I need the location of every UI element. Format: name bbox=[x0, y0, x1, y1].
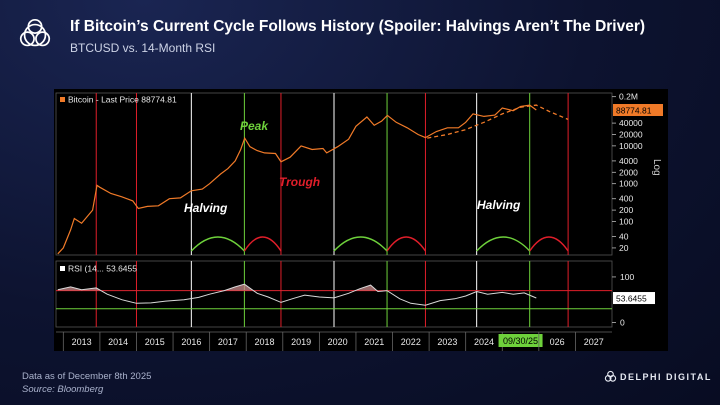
annotation-trough: Trough bbox=[279, 175, 320, 189]
btc-rsi-chart: 0.2M400002000010000400020001000400200100… bbox=[54, 89, 668, 351]
price-y-tick-label: 1000 bbox=[619, 179, 638, 189]
cycle-arc-green bbox=[476, 236, 531, 252]
rsi-legend-swatch bbox=[60, 266, 65, 271]
page-title: If Bitcoin’s Current Cycle Follows Histo… bbox=[70, 18, 646, 35]
rsi-y-tick-label: 100 bbox=[620, 272, 634, 282]
x-tick-label-current: 09/30/25 bbox=[503, 336, 538, 346]
brand-name: DELPHI DIGITAL bbox=[620, 372, 712, 382]
annotation-halving: Halving bbox=[184, 201, 228, 215]
x-tick-label: 2023 bbox=[437, 337, 457, 347]
x-tick-label: 2020 bbox=[328, 337, 348, 347]
price-y-tick-label: 200 bbox=[619, 205, 633, 215]
price-y-tick-label: 20 bbox=[619, 243, 629, 253]
price-y-tick-label: 4000 bbox=[619, 156, 638, 166]
price-y-tick-label: 20000 bbox=[619, 129, 643, 139]
x-tick-label: 2018 bbox=[254, 337, 274, 347]
x-tick-label: 2024 bbox=[474, 337, 494, 347]
rsi-legend: RSI (14... 53.6455 bbox=[68, 264, 137, 274]
projection-line bbox=[427, 104, 569, 139]
price-legend-swatch bbox=[60, 97, 65, 102]
delphi-logo-icon bbox=[19, 18, 51, 47]
rsi-last-label: 53.6455 bbox=[616, 294, 647, 304]
last-price-label: 88774.81 bbox=[616, 106, 652, 116]
x-tick-label: 2016 bbox=[181, 337, 201, 347]
last-price-tag bbox=[613, 104, 663, 117]
annotation-halving: Halving bbox=[477, 198, 521, 212]
price-y-tick-label: 10000 bbox=[619, 141, 643, 151]
current-date-tag bbox=[498, 334, 543, 347]
cycle-arc-red bbox=[529, 236, 569, 252]
price-y-tick-label: 100 bbox=[619, 216, 633, 226]
rsi-line bbox=[57, 283, 537, 306]
page-subtitle: BTCUSD vs. 14-Month RSI bbox=[70, 41, 216, 55]
chart-background bbox=[54, 89, 668, 351]
cycle-arc-red bbox=[243, 236, 282, 252]
x-tick-label: 026 bbox=[550, 337, 565, 347]
x-tick-label: 2014 bbox=[108, 337, 128, 347]
x-axis: 2013 2014 2015 2016 2017 2018 2019 2020 2021 2022… bbox=[56, 331, 612, 351]
price-y-tick-label: 0.2M bbox=[619, 92, 638, 102]
x-tick-label: 2019 bbox=[291, 337, 311, 347]
cycle-arc-green bbox=[190, 236, 245, 252]
annotation-peak: Peak bbox=[240, 119, 269, 133]
x-tick-label: 2027 bbox=[584, 337, 604, 347]
rsi-y-tick-label: 0 bbox=[620, 317, 625, 327]
bitcoin-price-line bbox=[57, 104, 537, 255]
x-tick-label: 2015 bbox=[145, 337, 165, 347]
rsi-last-tag bbox=[613, 292, 655, 305]
cycle-arc-green bbox=[333, 236, 388, 252]
cycle-arc-red bbox=[386, 236, 427, 252]
source-note: Source: Bloomberg bbox=[22, 384, 104, 395]
x-tick-label: 2013 bbox=[72, 337, 92, 347]
price-y-tick-label: 2000 bbox=[619, 167, 638, 177]
x-tick-label: 2021 bbox=[364, 337, 384, 347]
price-y-tick-label: 40000 bbox=[619, 118, 643, 128]
delphi-brand-icon bbox=[604, 370, 617, 382]
y-unit-label: Log bbox=[651, 159, 662, 176]
price-legend: Bitcoin - Last Price 88774.81 bbox=[68, 95, 177, 105]
x-tick-label: 2022 bbox=[401, 337, 421, 347]
price-y-tick-label: 400 bbox=[619, 194, 633, 204]
rsi-panel: 100 0 53.6455 RSI (14... 53.6455 bbox=[55, 260, 655, 327]
data-date-note: Data as of December 8th 2025 bbox=[22, 371, 152, 382]
price-y-tick-label: 40 bbox=[619, 232, 629, 242]
x-tick-label: 2017 bbox=[218, 337, 238, 347]
